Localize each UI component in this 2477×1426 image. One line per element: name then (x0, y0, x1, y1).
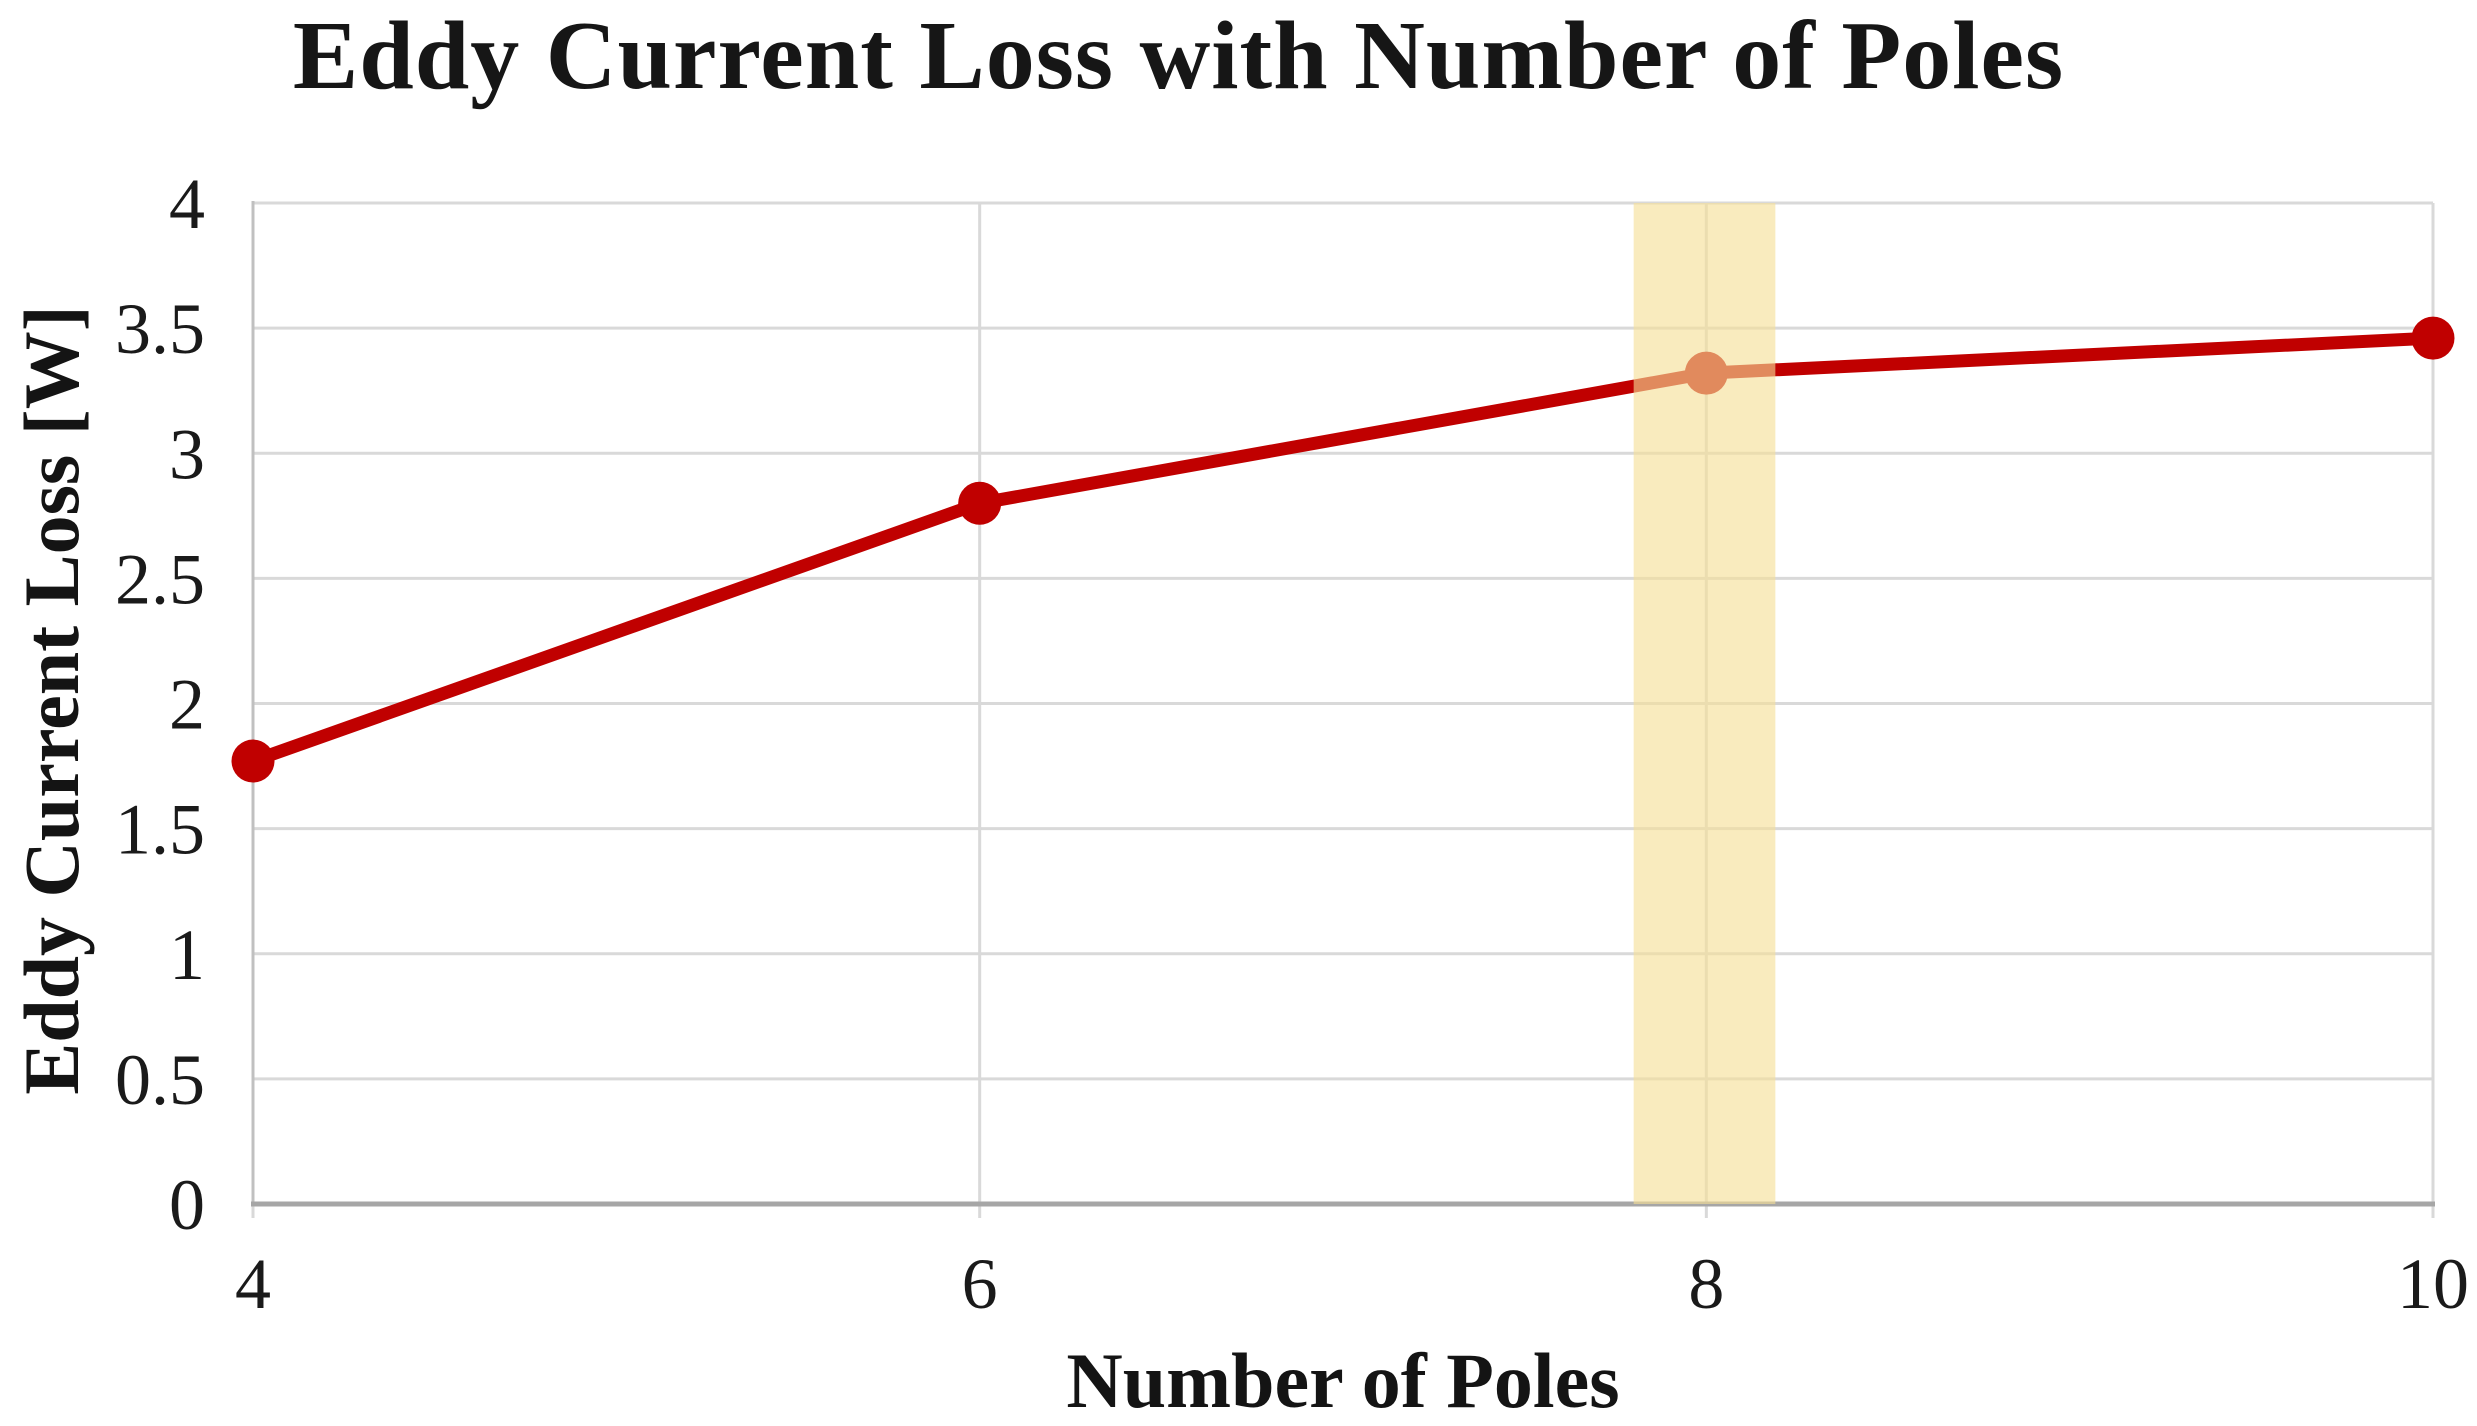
y-tick-label: 0.5 (115, 1040, 205, 1120)
x-axis-title: Number of Poles (1066, 1337, 1620, 1424)
y-tick-label: 4 (169, 164, 205, 244)
y-tick-label: 3 (169, 414, 205, 494)
x-tick-label: 4 (235, 1244, 271, 1324)
y-tick-label: 1 (169, 915, 205, 995)
highlight-band (1633, 203, 1776, 1204)
data-point-marker (2411, 316, 2455, 360)
x-tick-label: 6 (962, 1244, 998, 1324)
y-tick-label: 0 (169, 1165, 205, 1245)
y-tick-label: 2.5 (115, 539, 205, 619)
y-tick-label: 3.5 (115, 289, 205, 369)
series-line (246, 331, 2440, 768)
data-point-marker (958, 481, 1002, 525)
data-point-marker (231, 739, 275, 783)
y-tick-label: 1.5 (115, 790, 205, 870)
y-tick-label: 2 (169, 665, 205, 745)
chart-title: Eddy Current Loss with Number of Poles (292, 2, 2065, 110)
x-tick-label: 10 (2397, 1244, 2469, 1324)
x-tick-label: 8 (1688, 1244, 1724, 1324)
